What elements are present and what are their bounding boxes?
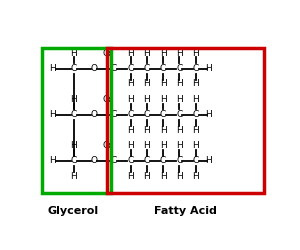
- Text: H: H: [127, 126, 134, 134]
- Text: H: H: [160, 126, 167, 134]
- Text: C: C: [111, 64, 117, 73]
- Text: C: C: [128, 64, 134, 73]
- Text: H: H: [192, 141, 199, 150]
- Text: H: H: [49, 156, 56, 166]
- Text: H: H: [160, 48, 167, 58]
- Text: H: H: [192, 172, 199, 181]
- Text: H: H: [176, 126, 183, 134]
- Text: H: H: [127, 80, 134, 88]
- Text: H: H: [127, 95, 134, 104]
- Text: H: H: [143, 126, 150, 134]
- Text: C: C: [144, 64, 150, 73]
- Text: H: H: [160, 141, 167, 150]
- Text: H: H: [127, 141, 134, 150]
- Text: H: H: [176, 141, 183, 150]
- Text: H: H: [143, 48, 150, 58]
- Text: O: O: [91, 110, 98, 119]
- Text: H: H: [49, 110, 56, 119]
- Text: H: H: [205, 156, 212, 166]
- Text: C: C: [70, 156, 77, 166]
- Bar: [42, 48, 111, 193]
- Text: H: H: [160, 95, 167, 104]
- Text: O: O: [103, 141, 110, 150]
- Text: O: O: [91, 64, 98, 73]
- Text: C: C: [128, 156, 134, 166]
- Text: C: C: [176, 156, 182, 166]
- Text: C: C: [70, 110, 77, 119]
- Text: H: H: [160, 172, 167, 181]
- Text: H: H: [192, 95, 199, 104]
- Text: H: H: [70, 48, 77, 58]
- Text: C: C: [176, 110, 182, 119]
- Text: H: H: [70, 95, 77, 104]
- Text: H: H: [176, 48, 183, 58]
- Text: H: H: [192, 80, 199, 88]
- Text: H: H: [49, 64, 56, 73]
- Text: C: C: [70, 64, 77, 73]
- Text: C: C: [144, 156, 150, 166]
- Text: Glycerol: Glycerol: [48, 206, 99, 216]
- Text: H: H: [70, 172, 77, 181]
- Text: C: C: [193, 64, 199, 73]
- Text: C: C: [193, 156, 199, 166]
- Text: C: C: [193, 110, 199, 119]
- Text: H: H: [143, 172, 150, 181]
- Text: C: C: [160, 110, 166, 119]
- Text: H: H: [143, 95, 150, 104]
- Text: C: C: [128, 110, 134, 119]
- Text: C: C: [111, 156, 117, 166]
- Bar: [107, 48, 264, 193]
- Text: H: H: [160, 80, 167, 88]
- Text: H: H: [205, 110, 212, 119]
- Text: C: C: [160, 64, 166, 73]
- Text: C: C: [144, 110, 150, 119]
- Text: H: H: [192, 48, 199, 58]
- Text: H: H: [143, 141, 150, 150]
- Text: O: O: [103, 95, 110, 104]
- Text: H: H: [143, 80, 150, 88]
- Text: O: O: [91, 156, 98, 166]
- Text: H: H: [127, 172, 134, 181]
- Text: H: H: [176, 172, 183, 181]
- Text: H: H: [205, 64, 212, 73]
- Text: H: H: [127, 48, 134, 58]
- Text: H: H: [176, 80, 183, 88]
- Text: C: C: [111, 110, 117, 119]
- Text: H: H: [70, 141, 77, 150]
- Text: H: H: [176, 95, 183, 104]
- Text: H: H: [192, 126, 199, 134]
- Text: C: C: [160, 156, 166, 166]
- Text: O: O: [103, 48, 110, 58]
- Text: C: C: [176, 64, 182, 73]
- Text: Fatty Acid: Fatty Acid: [154, 206, 217, 216]
